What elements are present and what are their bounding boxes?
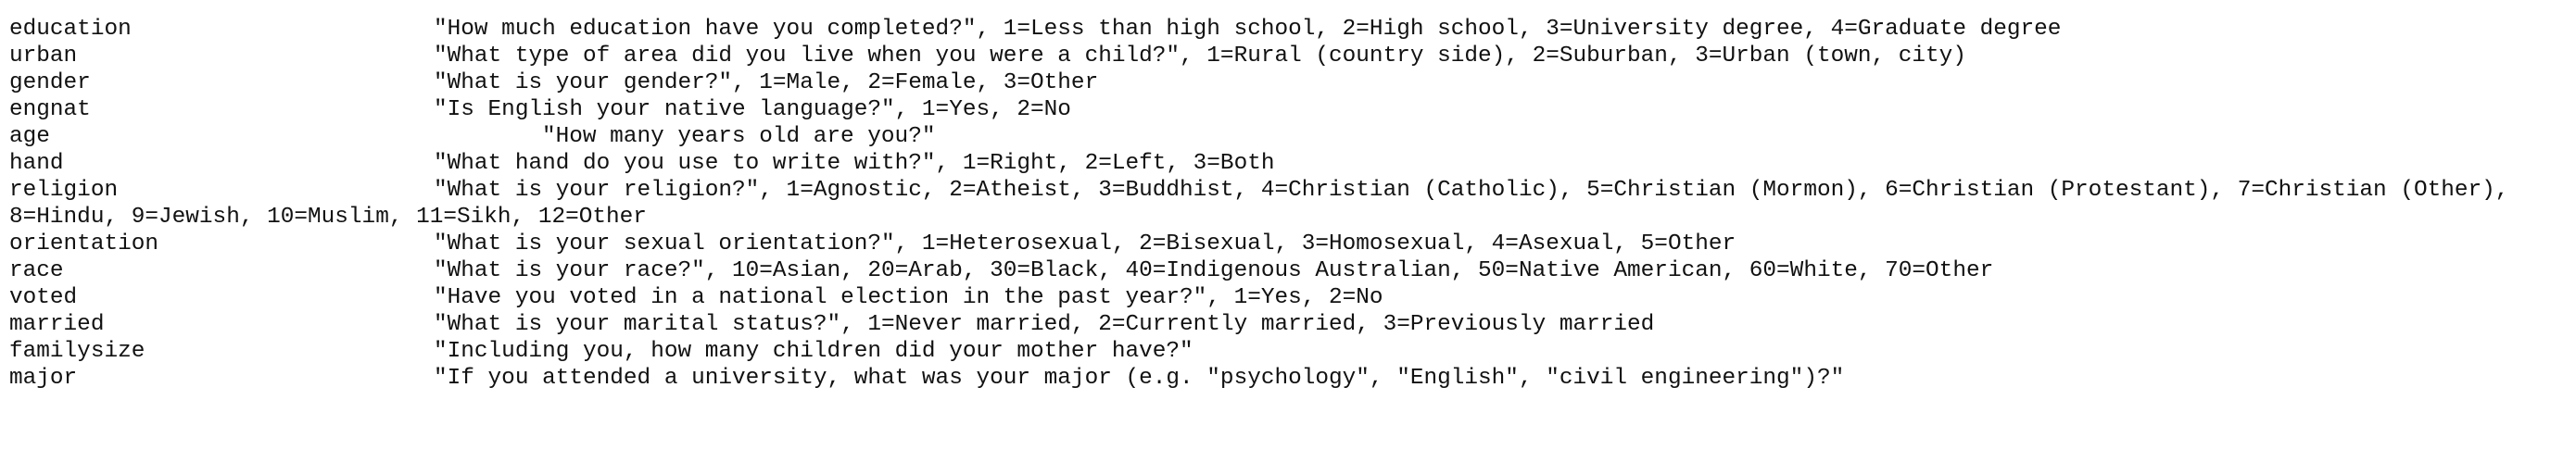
- variable-row: education "How much education have you co…: [9, 16, 2567, 43]
- variable-name: education: [9, 17, 132, 42]
- variable-description: "How much education have you completed?"…: [434, 17, 2062, 42]
- variable-name: married: [9, 312, 105, 337]
- variable-name: voted: [9, 285, 78, 310]
- variable-row: hand "What hand do you use to write with?…: [9, 150, 2567, 177]
- variable-name: race: [9, 258, 64, 283]
- variable-description: "Have you voted in a national election i…: [434, 285, 1383, 310]
- variable-row: married "What is your marital status?", 1…: [9, 311, 2567, 338]
- variable-row: age "How many years old are you?": [9, 123, 2567, 150]
- variable-row: familysize "Including you, how many child…: [9, 338, 2567, 365]
- variable-name: engnat: [9, 97, 91, 122]
- variable-name: urban: [9, 44, 78, 69]
- variable-name: gender: [9, 70, 91, 95]
- variable-name: age: [9, 124, 50, 149]
- variable-row: urban "What type of area did you live whe…: [9, 43, 2567, 69]
- variable-row: gender "What is your gender?", 1=Male, 2=…: [9, 69, 2567, 96]
- variable-row: orientation "What is your sexual orientat…: [9, 231, 2567, 257]
- variable-name: religion: [9, 178, 119, 203]
- variable-name: hand: [9, 151, 64, 176]
- variable-row: engnat "Is English your native language?"…: [9, 96, 2567, 123]
- variable-row: major "If you attended a university, what…: [9, 365, 2567, 392]
- variable-description: "How many years old are you?": [542, 124, 936, 149]
- variable-description: "What is your marital status?", 1=Never …: [434, 312, 1655, 337]
- variable-name: familysize: [9, 339, 145, 364]
- variable-row: religion "What is your religion?", 1=Agno…: [9, 177, 2567, 231]
- variable-name: major: [9, 366, 78, 391]
- variable-description: "What type of area did you live when you…: [434, 44, 1966, 69]
- variable-description: "What hand do you use to write with?", 1…: [434, 151, 1275, 176]
- variable-row: voted "Have you voted in a national elect…: [9, 284, 2567, 311]
- variable-description: "Is English your native language?", 1=Ye…: [434, 97, 1071, 122]
- variable-name: orientation: [9, 231, 159, 256]
- variable-description: "If you attended a university, what was …: [434, 366, 1845, 391]
- variable-row: race "What is your race?", 10=Asian, 20=A…: [9, 257, 2567, 284]
- variable-description: "What is your sexual orientation?", 1=He…: [434, 231, 1736, 256]
- variable-description: "What is your religion?", 1=Agnostic, 2=…: [9, 178, 2523, 230]
- variable-description: "What is your gender?", 1=Male, 2=Female…: [434, 70, 1099, 95]
- variable-description: "What is your race?", 10=Asian, 20=Arab,…: [434, 258, 1994, 283]
- variable-description: "Including you, how many children did yo…: [434, 339, 1193, 364]
